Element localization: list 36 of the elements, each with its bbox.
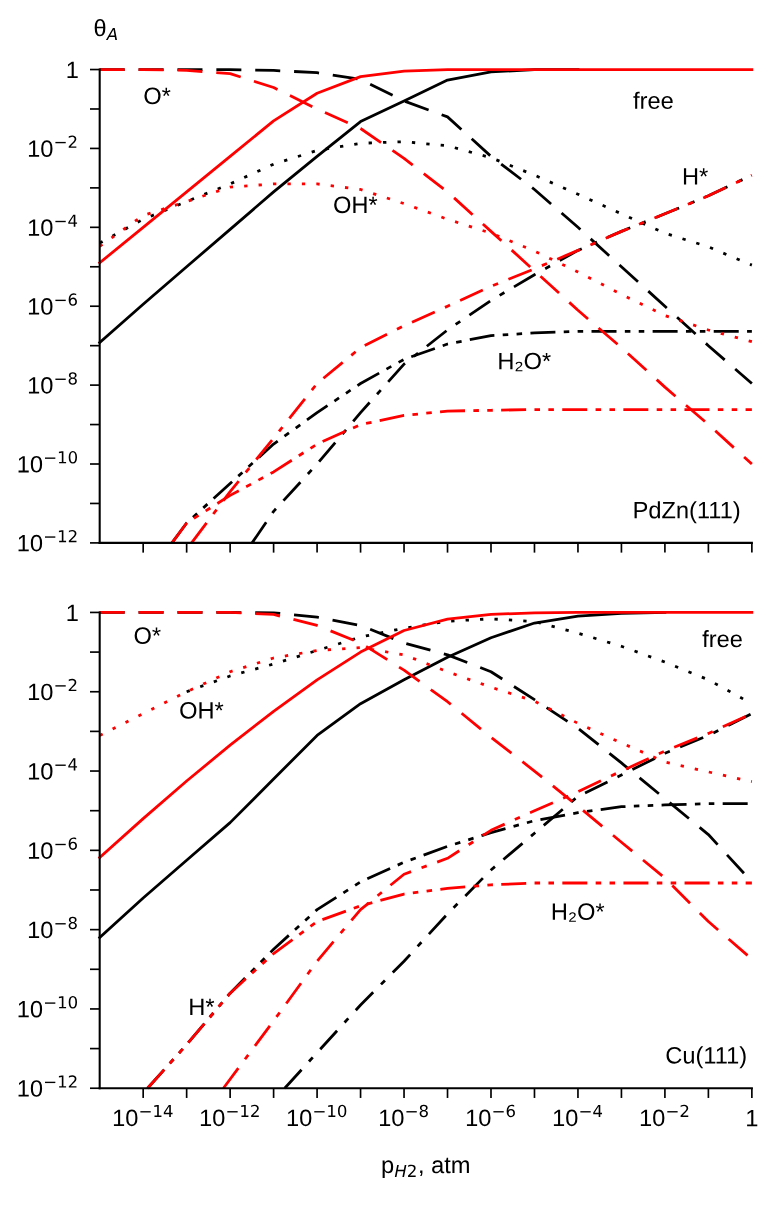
y-tick-label: 10$^{−2}$ — [28, 135, 77, 158]
y-tick-label: 10$^{−12}$ — [18, 1075, 77, 1097]
annotation: Cu(111) — [666, 1046, 746, 1069]
annotation: OH* — [334, 196, 378, 214]
y-tick-label: 10$^{−4}$ — [28, 758, 78, 780]
x-tick-label: 10$^{−2}$ — [640, 1104, 689, 1127]
y-tick-label: 10$^{−12}$ — [18, 529, 77, 552]
annotation: H* — [190, 998, 215, 1015]
y-tick-label: 10$^{−6}$ — [28, 837, 77, 859]
y-axis-title: θ$_{A}$ — [94, 19, 117, 40]
y-tick-label: 1 — [67, 604, 78, 621]
annotation: O* — [134, 627, 161, 644]
x-tick-label: 10$^{−14}$ — [113, 1104, 173, 1127]
y-tick-label: 10$^{−10}$ — [18, 996, 78, 1018]
y-tick-label: 10$^{−10}$ — [18, 451, 78, 473]
x-tick-label: 10$^{−12}$ — [200, 1104, 259, 1127]
annotation: H₂O* — [552, 903, 605, 922]
annotation: PdZn(111) — [634, 501, 740, 524]
y-tick-label: 10$^{−2}$ — [28, 678, 77, 701]
x-axis-title: p$_{H2}$, atm — [382, 1157, 469, 1178]
annotation: H₂O* — [499, 352, 551, 372]
annotation: H* — [683, 168, 708, 185]
annotation: OH* — [180, 701, 224, 719]
x-tick-label: 10$^{−6}$ — [466, 1104, 515, 1127]
x-tick-label: 10$^{−10}$ — [287, 1104, 347, 1127]
annotation: O* — [144, 87, 171, 105]
x-tick-label: 10$^{−4}$ — [553, 1104, 603, 1127]
annotation: free — [633, 91, 673, 110]
y-tick-label: 10$^{−4}$ — [28, 214, 78, 236]
x-tick-label: 1 — [747, 1109, 758, 1127]
y-tick-label: 10$^{−8}$ — [28, 372, 77, 394]
y-tick-label: 10$^{−8}$ — [28, 916, 77, 939]
y-tick-label: 1 — [67, 61, 78, 79]
x-tick-label: 10$^{−8}$ — [379, 1104, 428, 1127]
y-tick-label: 10$^{−6}$ — [28, 293, 77, 315]
annotation: free — [702, 630, 742, 648]
